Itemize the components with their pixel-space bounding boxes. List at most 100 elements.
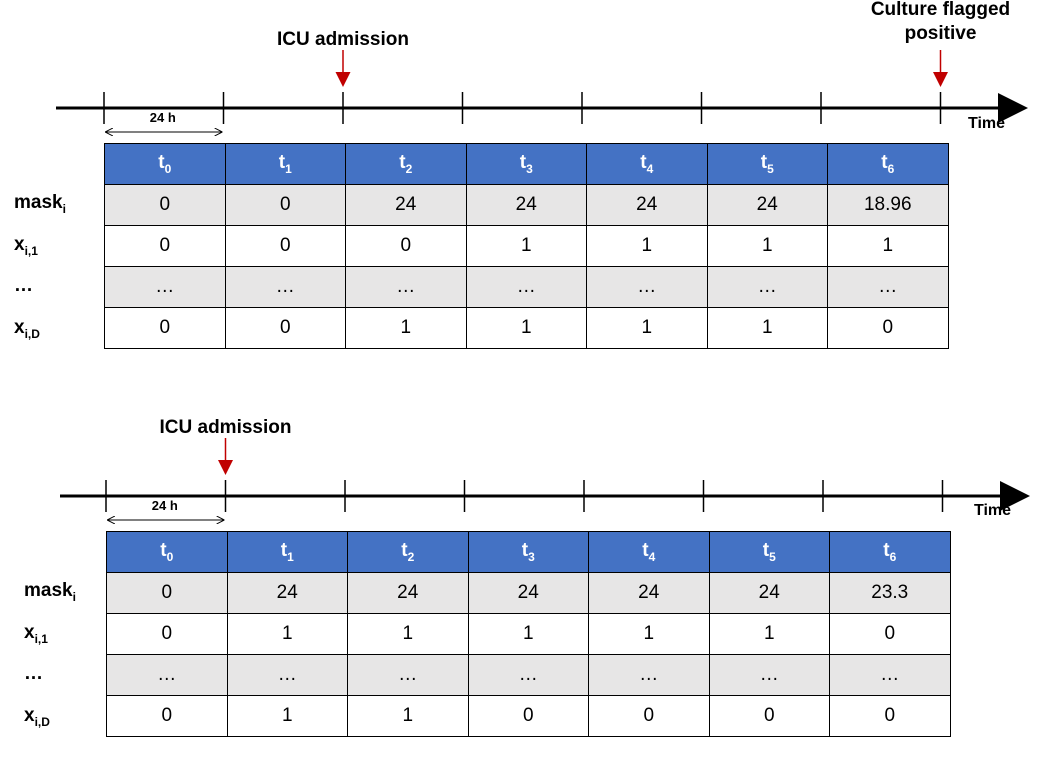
row-header-sub: i,1 [24, 243, 38, 258]
table-header-row: t0 t1 t2 t3 t4 t5 t6 [106, 531, 951, 573]
table-cell: 0 [104, 307, 226, 349]
table-cell: … [226, 654, 348, 696]
table-cell: 0 [106, 613, 228, 655]
column-header: t4 [586, 143, 708, 185]
table-cell: 1 [586, 307, 708, 349]
table-cell: 0 [588, 695, 710, 737]
table-cell: … [345, 266, 467, 308]
event-label-line: positive [904, 23, 977, 44]
table-cell: 0 [104, 184, 226, 226]
column-header: t6 [827, 143, 949, 185]
table-cell: … [827, 266, 949, 308]
table-cell: … [347, 654, 469, 696]
table-cell: 1 [347, 695, 469, 737]
table-cell: 0 [345, 225, 467, 267]
table-row: 0 0 24 24 24 24 18.96 [104, 184, 949, 226]
table-cell: 24 [588, 572, 710, 614]
column-header: t2 [345, 143, 467, 185]
event-label: Culture flagged positive [851, 0, 1031, 46]
table-cell: 1 [345, 307, 467, 349]
timeline-panel-2: ICU admission Time 24 h maski xi,1… xi,D t0 t1 t… [0, 388, 1041, 760]
table-cell: 24 [345, 184, 467, 226]
table-cell: 1 [706, 225, 828, 267]
timeline-axis-svg [60, 438, 1030, 760]
table-cell: 1 [827, 225, 949, 267]
time-window-table: t0 t1 t2 t3 t4 t5 t6 0 24 24 24 24 24 23.3 0 1 1 1 1 1 0…………… [106, 531, 951, 737]
table-cell: 0 [106, 572, 228, 614]
row-header: maski [14, 192, 94, 216]
table-cell: 24 [226, 572, 348, 614]
table-cell: 1 [467, 613, 589, 655]
table-cell: 23.3 [829, 572, 951, 614]
row-header-base: mask [14, 192, 63, 213]
column-header: t3 [467, 531, 589, 573]
column-header: t0 [106, 531, 228, 573]
column-header: t5 [708, 531, 830, 573]
time-window-table: t0 t1 t2 t3 t4 t5 t6 0 0 24 24 24 24 18.96 0 0 0 1 1 1 1…………… [104, 143, 949, 349]
table-cell: … [465, 266, 587, 308]
table-row: 0 24 24 24 24 24 23.3 [106, 572, 951, 614]
table-cell: 1 [226, 695, 348, 737]
table-cell: 0 [829, 695, 951, 737]
column-header: t6 [829, 531, 951, 573]
row-header-sub: i [72, 589, 76, 604]
table-cell: … [829, 654, 951, 696]
table-cell: 1 [706, 307, 828, 349]
column-header: t5 [706, 143, 828, 185]
table-cell: 24 [708, 572, 830, 614]
table-cell: 1 [588, 613, 710, 655]
table-cell: 0 [827, 307, 949, 349]
row-header-base: x [24, 704, 35, 726]
duration-label: 24 h [151, 498, 178, 513]
table-cell: 1 [586, 225, 708, 267]
time-axis-label: Time [974, 502, 1012, 519]
table-row: ………………… [106, 654, 951, 696]
column-header: t1 [226, 531, 348, 573]
timeline-axis-svg [56, 50, 1028, 372]
table-cell: 24 [347, 572, 469, 614]
row-header: xi,1 [14, 234, 94, 258]
table-cell: 1 [465, 307, 587, 349]
row-header-base: … [24, 663, 43, 684]
table-cell: 1 [465, 225, 587, 267]
row-header: xi,D [24, 705, 104, 729]
row-header: … [14, 275, 94, 297]
table-cell: 0 [106, 695, 228, 737]
table-cell: 24 [706, 184, 828, 226]
table-cell: 24 [586, 184, 708, 226]
table-cell: 18.96 [827, 184, 949, 226]
table-cell: … [224, 266, 346, 308]
table-cell: 24 [467, 572, 589, 614]
table-cell: … [106, 654, 228, 696]
event-label-line: Culture flagged [870, 0, 1011, 20]
table-cell: … [588, 654, 710, 696]
event-label: ICU admission [277, 29, 409, 50]
table-cell: 0 [708, 695, 830, 737]
row-header-base: x [14, 316, 25, 338]
row-header-base: x [14, 233, 25, 255]
table-cell: 0 [829, 613, 951, 655]
table-cell: 1 [708, 613, 830, 655]
table-cell: … [104, 266, 226, 308]
table-cell: 24 [465, 184, 587, 226]
column-header: t4 [588, 531, 710, 573]
row-header: maski [24, 580, 104, 604]
row-header-sub: i [62, 201, 66, 216]
row-header-base: x [24, 621, 35, 643]
row-header-base: mask [24, 580, 73, 601]
table-cell: 0 [224, 307, 346, 349]
table-header-row: t0 t1 t2 t3 t4 t5 t6 [104, 143, 949, 185]
table-cell: 1 [226, 613, 348, 655]
timeline-panel-1: ICU admission Culture flagged positive Time… [0, 0, 1041, 372]
event-label: ICU admission [159, 417, 292, 438]
row-header-sub: i,1 [34, 631, 48, 646]
table-cell: 0 [224, 184, 346, 226]
time-axis-label: Time [968, 115, 1006, 132]
column-header: t1 [224, 143, 346, 185]
table-cell: … [586, 266, 708, 308]
row-header: xi,1 [24, 622, 104, 646]
column-header: t0 [104, 143, 226, 185]
